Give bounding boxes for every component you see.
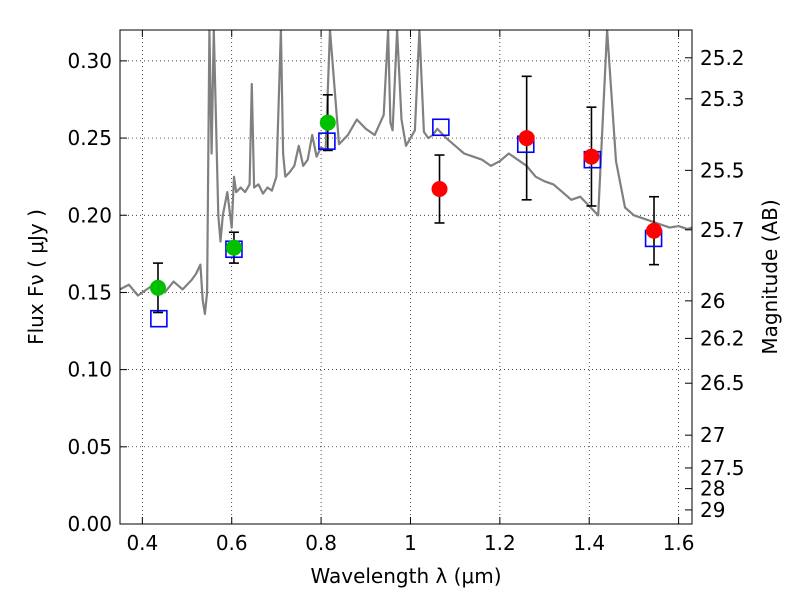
marker-layer — [149, 75, 663, 328]
mag-tick-label: 26.2 — [700, 326, 745, 350]
observed-red-point — [518, 130, 535, 147]
model-square-marker — [318, 132, 336, 150]
x-tick-label: 1.4 — [573, 531, 605, 555]
x-tick-label: 0.4 — [126, 531, 158, 555]
mag-tick-label: 25.7 — [700, 218, 745, 242]
x-tick-label: 0.6 — [216, 531, 248, 555]
mag-tick-label: 28 — [700, 477, 725, 501]
y-tick-label: 0.30 — [67, 49, 112, 73]
y-axis-label: Flux Fν ( μJy ) — [24, 209, 48, 345]
y-tick-label: 0.05 — [67, 435, 112, 459]
x-tick-label: 1 — [404, 531, 417, 555]
y-tick-label: 0.20 — [67, 203, 112, 227]
y-tick-label: 0.15 — [67, 280, 112, 304]
x-tick-label: 0.8 — [305, 531, 337, 555]
plot-frame — [119, 29, 693, 525]
y-tick-label: 0.00 — [67, 512, 112, 536]
mag-tick-label: 26.5 — [700, 371, 745, 395]
observed-red-point — [431, 181, 448, 198]
axis-ticks: 0.4 0.6 0.8 1 1.2 1.4 1.6 0.00 0.05 0.10 0.15 0.20 0… — [67, 30, 745, 555]
mag-tick-label: 25.5 — [700, 158, 745, 182]
y2-axis-label: Magnitude (AB) — [758, 199, 782, 354]
mag-tick-label: 26 — [700, 289, 725, 313]
mag-tick-label: 27 — [700, 423, 725, 447]
observed-green-point — [149, 279, 166, 296]
model-square-marker — [150, 309, 168, 328]
observed-green-point — [225, 239, 242, 256]
y-tick-label: 0.10 — [67, 358, 112, 382]
mag-tick-label: 25.2 — [700, 46, 745, 70]
mag-tick-label: 27.5 — [700, 456, 745, 480]
x-axis-label: Wavelength λ (μm) — [310, 564, 501, 588]
observed-green-point — [319, 114, 336, 131]
model-square-marker — [432, 118, 450, 137]
mag-tick-label: 29 — [700, 498, 725, 522]
observed-red-point — [646, 222, 663, 239]
observed-red-point — [583, 148, 600, 165]
mag-tick-label: 25.3 — [700, 87, 745, 111]
spectrum-layer — [120, 30, 692, 316]
x-tick-label: 1.6 — [663, 531, 695, 555]
y-tick-label: 0.25 — [67, 126, 112, 150]
spectrum-line — [120, 30, 692, 316]
x-tick-label: 1.2 — [484, 531, 516, 555]
